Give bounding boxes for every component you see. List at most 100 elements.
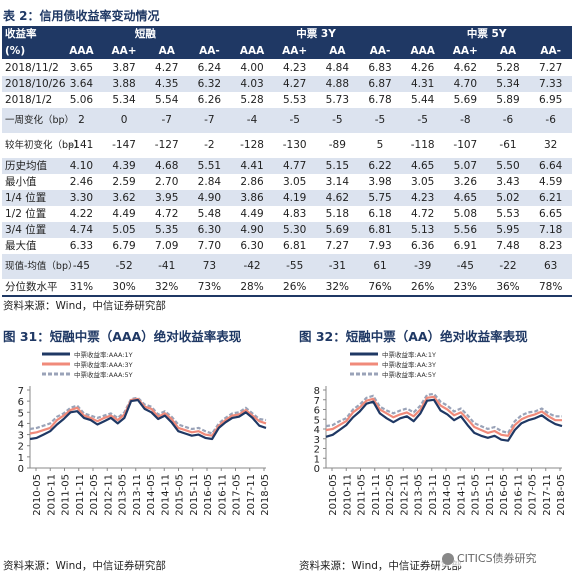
- table-cell: 7.93: [368, 239, 392, 252]
- table-cell: 5.53: [496, 207, 520, 220]
- row-label: 1/2 位置: [5, 207, 47, 220]
- header-rating: AA+: [102, 43, 146, 60]
- table-cell: -45: [60, 254, 103, 279]
- table-cell: -2: [204, 139, 215, 151]
- table-cell: 3.05: [410, 175, 435, 188]
- table-cell: 5.34: [486, 76, 530, 92]
- series-line: [325, 392, 562, 434]
- table-cell: -22: [486, 254, 530, 279]
- table-cell: 4.27: [155, 61, 179, 74]
- table-cell: 5.95: [486, 222, 530, 238]
- x-tick-label: 2010-05: [328, 474, 339, 516]
- table-cell: -41: [145, 254, 189, 279]
- table-cell: -128: [240, 139, 264, 151]
- table-cell: 6.64: [529, 158, 572, 174]
- table-cell: 6.81: [282, 239, 307, 252]
- series-line: [29, 398, 267, 441]
- header-rating: AAA: [60, 43, 103, 60]
- header-rating: AA: [486, 43, 530, 60]
- table-cell: 2.86: [240, 175, 264, 188]
- table-cell: 4.27: [273, 76, 317, 92]
- table-cell: 8.23: [538, 239, 563, 252]
- header-rating: AA-: [529, 43, 572, 60]
- table-cell: -89: [328, 139, 346, 151]
- table-cell: 4.03: [230, 76, 274, 92]
- header-rating: AA: [145, 43, 189, 60]
- x-tick-label: 2013-11: [132, 474, 143, 516]
- header-rating: AAA: [401, 43, 444, 60]
- legend-label: 中票收益率:AA:1Y: [382, 350, 436, 359]
- table-cell: 7.27: [538, 61, 563, 74]
- table-cell: 5.34: [112, 93, 136, 106]
- table-cell: 26%: [401, 279, 444, 297]
- row-label: 最大值: [5, 239, 37, 252]
- table-cell: 5.51: [188, 158, 231, 174]
- table-cell: 5.56: [444, 222, 487, 238]
- table-row: 2018/1/2 5.06 5.34 5.54 6.26 5.28 5.53 5.73 6.78…: [2, 92, 572, 108]
- table-cell: 5.05: [102, 222, 146, 238]
- y-tick-label: 4: [314, 425, 320, 436]
- figure-32-title: 图 32：短融中票（AA）绝对收益率表现: [299, 329, 528, 344]
- table-row: 一周变化（bp） 2 0 -7 -7 -4 -5 -5 -5 -5 -8 -6 -6: [2, 108, 572, 133]
- table-cell: 4.35: [145, 76, 189, 92]
- table-cell: 4.26: [410, 61, 435, 74]
- table-cell: 4.31: [401, 76, 444, 92]
- table-cell: 4.90: [188, 190, 231, 206]
- x-tick-label: 2018-05: [260, 474, 271, 516]
- table-cell: -118: [410, 139, 435, 151]
- table-cell: -147: [112, 139, 136, 151]
- table-cell: 4.23: [401, 190, 444, 206]
- table-cell: -7: [145, 108, 189, 133]
- table-cell: -5: [358, 108, 402, 133]
- header-unit: (%): [2, 43, 61, 60]
- x-tick-label: 2016-05: [499, 474, 510, 516]
- figure-31-source: 资料来源：Wind，中信证券研究部: [3, 560, 166, 572]
- table-cell: 7.09: [155, 239, 179, 252]
- table-cell: -39: [401, 254, 444, 279]
- table-cell: 5.53: [282, 93, 307, 106]
- y-tick-label: 1: [314, 454, 320, 465]
- table-cell: 3.30: [60, 190, 103, 206]
- legend-label: 中票收益率:AAA:3Y: [74, 360, 133, 369]
- header-group: 中票 5Y: [401, 26, 572, 43]
- table-cell: 5.18: [325, 207, 350, 220]
- row-label: 2018/10/26: [2, 76, 66, 92]
- table-cell: 4.68: [145, 158, 189, 174]
- table-cell: 5.69: [316, 222, 359, 238]
- x-tick-label: 2015-05: [471, 474, 482, 516]
- x-tick-label: 2015-11: [189, 474, 200, 516]
- header-rating: AA+: [444, 43, 487, 60]
- table-cell: 5.73: [325, 93, 350, 106]
- table-cell: -7: [188, 108, 231, 133]
- x-tick-label: 2017-05: [528, 474, 539, 516]
- table-cell: 3.86: [230, 190, 274, 206]
- table-cell: 6.30: [240, 239, 264, 252]
- table-cell: 31%: [60, 279, 103, 297]
- header-rating: AAA: [230, 43, 274, 60]
- x-tick-label: 2011-11: [75, 474, 86, 516]
- table-cell: 23%: [444, 279, 487, 297]
- table-cell: -45: [444, 254, 487, 279]
- table-cell: 5.06: [69, 93, 94, 106]
- table-cell: 78%: [529, 279, 572, 297]
- table-row: 2018/11/2 3.65 3.87 4.27 6.24 4.00 4.23 4.84 6.8…: [2, 60, 572, 77]
- table-row: 最小值 2.46 2.59 2.70 2.84 2.86 3.05 3.14 3.98 3.05 3…: [2, 174, 572, 190]
- table-cell: 4.62: [316, 190, 359, 206]
- table-cell: 32: [543, 139, 558, 151]
- table-cell: 5.50: [486, 158, 530, 174]
- table-cell: 3.98: [368, 175, 392, 188]
- x-tick-label: 2013-05: [118, 474, 129, 516]
- header-rating: AA-: [358, 43, 402, 60]
- table-cell: 4.72: [410, 207, 435, 220]
- y-tick-label: 3: [314, 435, 320, 446]
- table-cell: 2.59: [112, 175, 136, 188]
- table-row: 最大值 6.33 6.79 7.09 7.70 6.30 6.81 7.27 7.93 6.36 6…: [2, 238, 572, 254]
- table-cell: 4.59: [538, 175, 563, 188]
- figure-31-title: 图 31：短融中票（AAA）绝对收益率表现: [3, 329, 242, 344]
- row-label: 最小值: [5, 175, 37, 188]
- table-cell: -6: [486, 108, 530, 133]
- table-row: 1/4 位置 3.30 3.62 3.95 4.90 3.86 4.19 4.62 5.75 4.…: [2, 190, 572, 206]
- watermark-text: CITICS债券研究: [457, 552, 537, 565]
- table-cell: 5.28: [496, 61, 520, 74]
- table-cell: 4.65: [444, 190, 487, 206]
